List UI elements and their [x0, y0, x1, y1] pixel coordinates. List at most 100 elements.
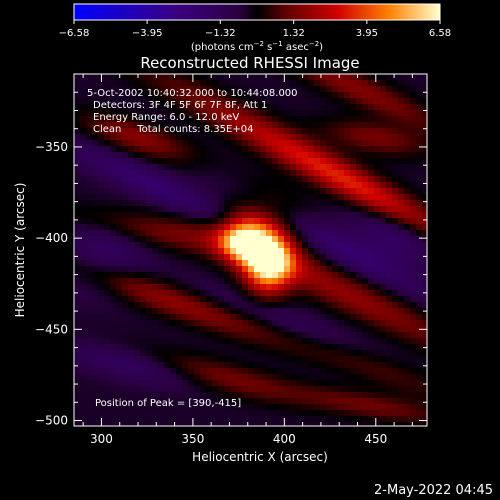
heatmap-cell — [218, 272, 225, 279]
heatmap-cell — [380, 302, 387, 309]
heatmap-cell — [422, 110, 427, 117]
heatmap-cell — [98, 110, 105, 117]
heatmap-cell — [164, 410, 171, 417]
heatmap-cell — [98, 344, 105, 351]
heatmap-cell — [140, 164, 147, 171]
heatmap-cell — [260, 86, 267, 93]
heatmap-cell — [110, 410, 117, 417]
heatmap-cell — [236, 182, 243, 189]
heatmap-cell — [80, 236, 87, 243]
heatmap-cell — [380, 140, 387, 147]
heatmap-cell — [158, 128, 165, 135]
heatmap-cell — [356, 278, 363, 285]
heatmap-cell — [194, 350, 201, 357]
heatmap-cell — [308, 92, 315, 99]
heatmap-cell — [248, 308, 255, 315]
heatmap-cell — [416, 314, 423, 321]
heatmap-cell — [260, 128, 267, 135]
heatmap-cell — [332, 284, 339, 291]
heatmap-cell — [308, 122, 315, 129]
heatmap-cell — [176, 302, 183, 309]
heatmap-cell — [254, 278, 261, 285]
heatmap-cell — [236, 410, 243, 417]
heatmap-cell — [122, 146, 129, 153]
heatmap-cell — [134, 242, 141, 249]
heatmap-cell — [410, 404, 417, 411]
heatmap-cell — [284, 254, 291, 261]
heatmap-cell — [86, 242, 93, 249]
heatmap-cell — [194, 104, 201, 111]
heatmap-cell — [320, 350, 327, 357]
heatmap-cell — [164, 320, 171, 327]
heatmap-cell — [356, 74, 363, 81]
heatmap-cell — [80, 392, 87, 399]
heatmap-cell — [134, 80, 141, 87]
heatmap-cell — [236, 206, 243, 213]
heatmap-cell — [254, 326, 261, 333]
heatmap-cell — [212, 290, 219, 297]
heatmap-cell — [248, 302, 255, 309]
heatmap-cell — [146, 278, 153, 285]
heatmap-cell — [290, 362, 297, 369]
heatmap-cell — [344, 386, 351, 393]
heatmap-cell — [86, 308, 93, 315]
heatmap-cell — [362, 116, 369, 123]
heatmap-cell — [200, 146, 207, 153]
heatmap-cell — [200, 392, 207, 399]
heatmap-cell — [122, 188, 129, 195]
heatmap-cell — [152, 404, 159, 411]
heatmap-cell — [146, 362, 153, 369]
heatmap-cell — [212, 164, 219, 171]
heatmap-cell — [278, 224, 285, 231]
heatmap-cell — [164, 254, 171, 261]
heatmap-cell — [170, 182, 177, 189]
heatmap-cell — [80, 224, 87, 231]
heatmap-cell — [110, 416, 117, 423]
heatmap-cell — [362, 170, 369, 177]
heatmap-cell — [218, 362, 225, 369]
heatmap-cell — [374, 188, 381, 195]
heatmap-cell — [374, 158, 381, 165]
heatmap-cell — [392, 194, 399, 201]
heatmap-cell — [374, 182, 381, 189]
heatmap-cell — [104, 212, 111, 219]
heatmap-cell — [116, 128, 123, 135]
heatmap-cell — [182, 260, 189, 267]
heatmap-cell — [206, 380, 213, 387]
heatmap-cell — [284, 236, 291, 243]
heatmap-cell — [344, 212, 351, 219]
heatmap-cell — [188, 308, 195, 315]
heatmap-cell — [332, 242, 339, 249]
heatmap-cell — [404, 374, 411, 381]
heatmap-cell — [380, 338, 387, 345]
heatmap-cell — [386, 356, 393, 363]
heatmap-cell — [314, 368, 321, 375]
heatmap-cell — [356, 302, 363, 309]
heatmap-cell — [206, 170, 213, 177]
heatmap-cell — [344, 338, 351, 345]
heatmap-cell — [224, 416, 231, 423]
heatmap-cell — [242, 374, 249, 381]
heatmap-cell — [80, 206, 87, 213]
heatmap-cell — [290, 320, 297, 327]
heatmap-cell — [218, 80, 225, 87]
heatmap-cell — [284, 362, 291, 369]
heatmap-cell — [368, 104, 375, 111]
heatmap-cell — [320, 320, 327, 327]
heatmap-cell — [122, 290, 129, 297]
heatmap-cell — [128, 188, 135, 195]
heatmap-cell — [302, 374, 309, 381]
heatmap-cell — [416, 290, 423, 297]
heatmap-cell — [260, 158, 267, 165]
heatmap-cell — [374, 122, 381, 129]
heatmap-cell — [200, 272, 207, 279]
heatmap-cell — [92, 80, 99, 87]
heatmap-cell — [122, 98, 129, 105]
heatmap-cell — [386, 122, 393, 129]
heatmap-cell — [260, 194, 267, 201]
heatmap-cell — [296, 308, 303, 315]
heatmap-cell — [260, 116, 267, 123]
heatmap-cell — [398, 254, 405, 261]
heatmap-cell — [296, 206, 303, 213]
heatmap-cell — [152, 266, 159, 273]
